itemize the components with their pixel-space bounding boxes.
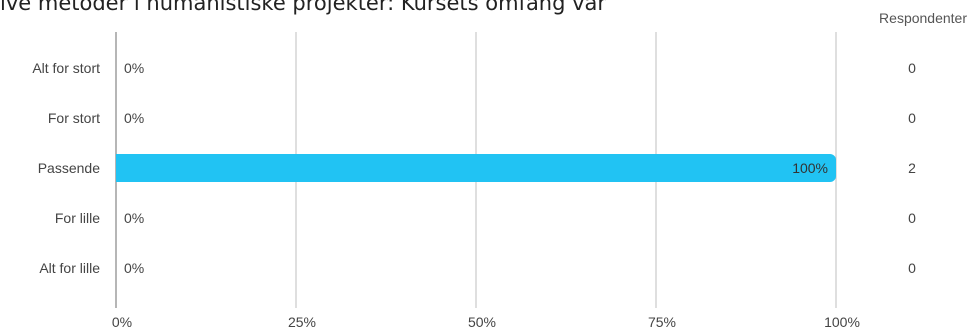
respondents-count: 0 <box>908 260 916 276</box>
x-tick-label: 50% <box>468 314 496 330</box>
x-tick-label: 25% <box>288 314 316 330</box>
value-label: 0% <box>124 60 144 76</box>
x-tick-label: 75% <box>648 314 676 330</box>
bars <box>116 154 836 182</box>
category-label: For lille <box>55 210 100 226</box>
respondents-count: 0 <box>908 210 916 226</box>
bar <box>116 154 836 182</box>
x-tick-label: 100% <box>824 314 860 330</box>
value-label: 100% <box>792 160 828 176</box>
labels: 0% 25% 50% 75% 100% Alt for stort 0% 0 For stort… <box>32 60 916 330</box>
category-label: For stort <box>48 110 100 126</box>
category-label: Passende <box>38 160 100 176</box>
chart-title: ive metoder i humanistiske projekter: Ku… <box>0 0 607 15</box>
value-label: 0% <box>124 210 144 226</box>
x-tick-label: 0% <box>112 314 132 330</box>
respondents-count: 0 <box>908 110 916 126</box>
value-label: 0% <box>124 110 144 126</box>
respondents-header: Respondenter <box>879 10 967 26</box>
category-label: Alt for stort <box>32 60 100 76</box>
respondents-count: 0 <box>908 60 916 76</box>
category-label: Alt for lille <box>39 260 100 276</box>
value-label: 0% <box>124 260 144 276</box>
bar-left-edge <box>116 154 124 182</box>
respondents-count: 2 <box>908 160 916 176</box>
